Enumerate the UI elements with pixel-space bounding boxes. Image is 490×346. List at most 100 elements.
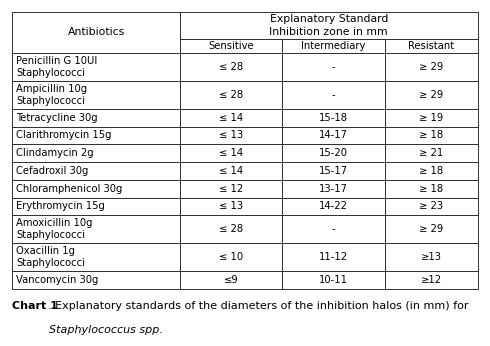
Bar bbox=[180, 162, 282, 180]
Text: 13-17: 13-17 bbox=[319, 184, 348, 194]
Text: ≥ 29: ≥ 29 bbox=[419, 62, 443, 72]
Bar bbox=[180, 127, 282, 144]
Text: ≥ 18: ≥ 18 bbox=[419, 184, 443, 194]
Bar bbox=[180, 53, 282, 81]
Text: ≥12: ≥12 bbox=[420, 275, 442, 285]
Text: -: - bbox=[332, 62, 335, 72]
Text: -: - bbox=[332, 90, 335, 100]
Text: Penicillin G 10UI
Staphylococci: Penicillin G 10UI Staphylococci bbox=[16, 56, 98, 78]
Text: 11-12: 11-12 bbox=[319, 252, 348, 262]
Bar bbox=[12, 12, 180, 53]
Text: ≥13: ≥13 bbox=[421, 252, 441, 262]
Bar bbox=[385, 127, 478, 144]
Text: ≤ 12: ≤ 12 bbox=[219, 184, 243, 194]
Text: ≤ 28: ≤ 28 bbox=[219, 62, 243, 72]
Bar bbox=[12, 198, 180, 215]
Text: Intermediary: Intermediary bbox=[301, 41, 366, 51]
Text: ≤ 14: ≤ 14 bbox=[219, 148, 243, 158]
Text: ≥ 18: ≥ 18 bbox=[419, 166, 443, 176]
Bar bbox=[385, 144, 478, 162]
Bar bbox=[282, 162, 385, 180]
Bar bbox=[385, 81, 478, 109]
Text: Oxacillin 1g
Staphylococci: Oxacillin 1g Staphylococci bbox=[16, 246, 85, 268]
Bar bbox=[282, 81, 385, 109]
Bar bbox=[385, 271, 478, 289]
Bar bbox=[12, 271, 180, 289]
Bar bbox=[282, 180, 385, 198]
Bar bbox=[180, 271, 282, 289]
Bar bbox=[180, 144, 282, 162]
Bar bbox=[180, 109, 282, 127]
Bar bbox=[180, 198, 282, 215]
Bar bbox=[385, 215, 478, 243]
Text: ≥ 29: ≥ 29 bbox=[419, 90, 443, 100]
Bar bbox=[12, 215, 180, 243]
Bar bbox=[385, 53, 478, 81]
Text: ≥ 29: ≥ 29 bbox=[419, 224, 443, 234]
Text: ≤9: ≤9 bbox=[223, 275, 239, 285]
Text: Vancomycin 30g: Vancomycin 30g bbox=[16, 275, 98, 285]
Text: ≥ 19: ≥ 19 bbox=[419, 113, 443, 122]
Bar bbox=[282, 109, 385, 127]
Text: Chart 1: Chart 1 bbox=[12, 301, 58, 311]
Bar bbox=[385, 109, 478, 127]
Text: Amoxicillin 10g
Staphylococci: Amoxicillin 10g Staphylococci bbox=[16, 218, 93, 240]
Text: ≤ 13: ≤ 13 bbox=[219, 201, 243, 211]
Text: ≤ 14: ≤ 14 bbox=[219, 113, 243, 122]
Text: ≤ 14: ≤ 14 bbox=[219, 166, 243, 176]
Text: . Explanatory standards of the diameters of the inhibition halos (in mm) for: . Explanatory standards of the diameters… bbox=[48, 301, 468, 311]
Bar bbox=[12, 109, 180, 127]
Text: 15-20: 15-20 bbox=[319, 148, 348, 158]
Bar bbox=[282, 127, 385, 144]
Text: ≥ 21: ≥ 21 bbox=[419, 148, 443, 158]
Bar bbox=[180, 39, 282, 53]
Bar bbox=[12, 180, 180, 198]
Bar bbox=[12, 243, 180, 271]
Text: Clindamycin 2g: Clindamycin 2g bbox=[16, 148, 94, 158]
Bar bbox=[180, 12, 478, 39]
Text: 10-11: 10-11 bbox=[319, 275, 348, 285]
Text: Sensitive: Sensitive bbox=[208, 41, 254, 51]
Bar bbox=[282, 215, 385, 243]
Bar bbox=[282, 243, 385, 271]
Text: ≥ 18: ≥ 18 bbox=[419, 130, 443, 140]
Bar bbox=[12, 144, 180, 162]
Text: Explanatory Standard
Inhibition zone in mm: Explanatory Standard Inhibition zone in … bbox=[270, 15, 388, 37]
Bar bbox=[282, 198, 385, 215]
Text: Ampicillin 10g
Staphylococci: Ampicillin 10g Staphylococci bbox=[16, 84, 87, 106]
Bar bbox=[12, 81, 180, 109]
Bar bbox=[282, 144, 385, 162]
Bar bbox=[385, 198, 478, 215]
Bar bbox=[180, 180, 282, 198]
Text: 15-17: 15-17 bbox=[319, 166, 348, 176]
Bar bbox=[180, 243, 282, 271]
Text: Staphylococcus spp.: Staphylococcus spp. bbox=[49, 325, 163, 335]
Bar bbox=[385, 243, 478, 271]
Bar bbox=[282, 39, 385, 53]
Bar bbox=[180, 81, 282, 109]
Bar bbox=[12, 53, 180, 81]
Bar bbox=[12, 162, 180, 180]
Text: Chloramphenicol 30g: Chloramphenicol 30g bbox=[16, 184, 122, 194]
Bar bbox=[385, 162, 478, 180]
Text: Antibiotics: Antibiotics bbox=[68, 27, 124, 37]
Bar bbox=[12, 127, 180, 144]
Text: 15-18: 15-18 bbox=[319, 113, 348, 122]
Bar bbox=[385, 39, 478, 53]
Text: 14-22: 14-22 bbox=[319, 201, 348, 211]
Text: 14-17: 14-17 bbox=[319, 130, 348, 140]
Bar bbox=[180, 215, 282, 243]
Bar bbox=[282, 271, 385, 289]
Text: ≤ 28: ≤ 28 bbox=[219, 224, 243, 234]
Text: ≥ 23: ≥ 23 bbox=[419, 201, 443, 211]
Text: ≤ 10: ≤ 10 bbox=[219, 252, 243, 262]
Text: ≤ 28: ≤ 28 bbox=[219, 90, 243, 100]
Text: Erythromycin 15g: Erythromycin 15g bbox=[16, 201, 105, 211]
Bar bbox=[385, 180, 478, 198]
Text: ≤ 13: ≤ 13 bbox=[219, 130, 243, 140]
Text: Cefadroxil 30g: Cefadroxil 30g bbox=[16, 166, 89, 176]
Text: Resistant: Resistant bbox=[408, 41, 454, 51]
Bar bbox=[282, 53, 385, 81]
Text: Tetracycline 30g: Tetracycline 30g bbox=[16, 113, 98, 122]
Text: Clarithromycin 15g: Clarithromycin 15g bbox=[16, 130, 112, 140]
